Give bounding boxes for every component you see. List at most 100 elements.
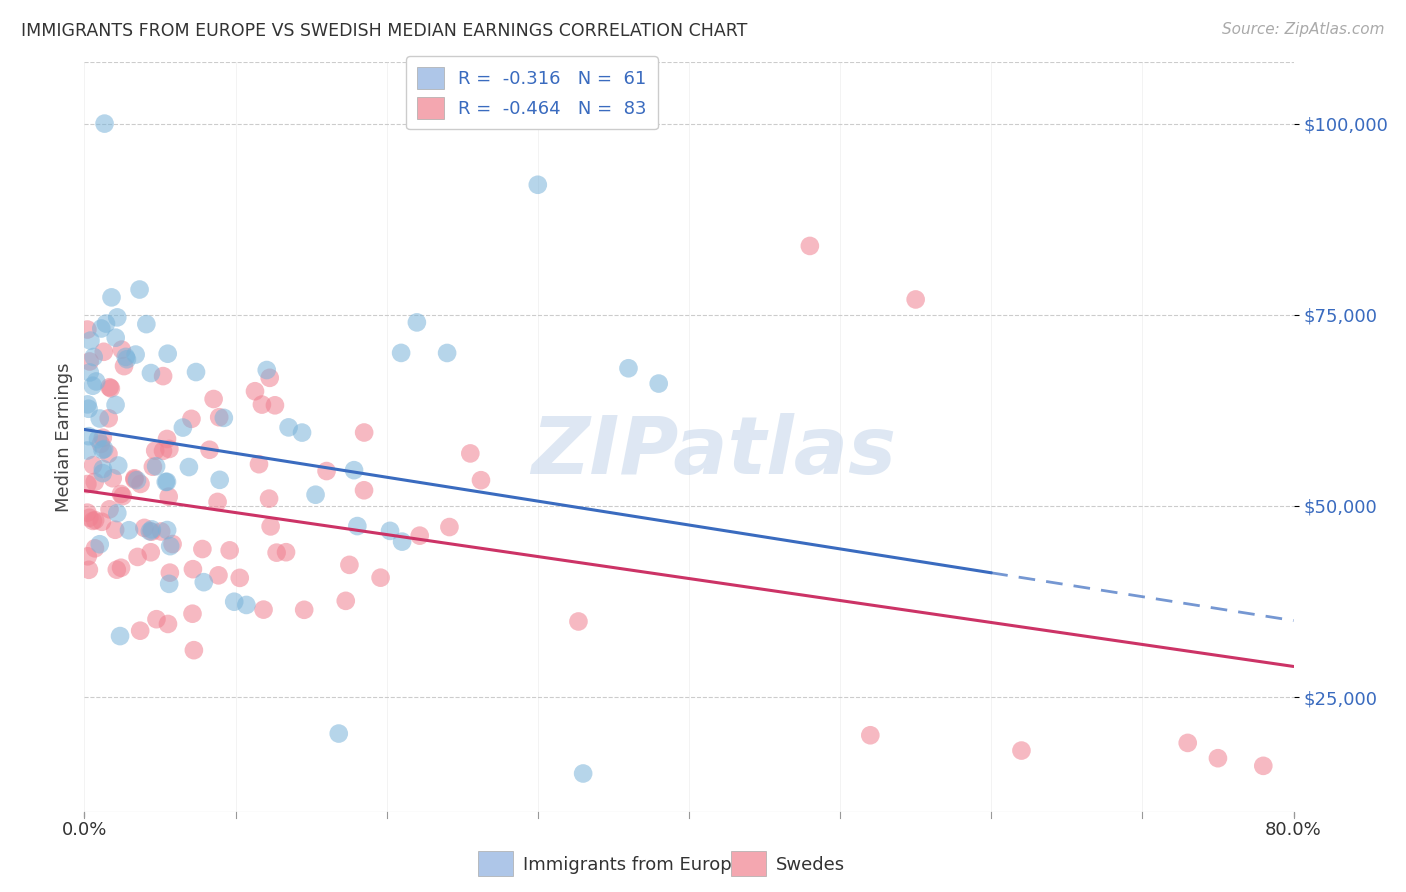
Point: [105, 506, 128, 520]
Point: [143, 443, 166, 458]
Point: [328, 726, 350, 740]
Point: [82, 458, 104, 472]
Point: [304, 488, 326, 502]
Point: [90, 437, 112, 451]
Point: [207, 568, 229, 582]
Point: [247, 457, 270, 471]
Point: [218, 543, 240, 558]
Point: [108, 629, 131, 643]
Point: [159, 539, 181, 553]
Point: [129, 477, 152, 491]
Point: [97, 447, 120, 461]
Point: [115, 352, 138, 367]
Point: [202, 392, 225, 406]
Point: [104, 331, 127, 345]
Point: [76, 477, 98, 491]
Point: [257, 491, 280, 506]
Point: [389, 346, 412, 360]
Point: [224, 595, 246, 609]
Point: [208, 473, 231, 487]
Point: [104, 523, 127, 537]
Point: [97, 411, 120, 425]
Point: [799, 239, 821, 253]
Point: [207, 495, 229, 509]
Point: [315, 464, 337, 478]
Text: ZIPatlas: ZIPatlas: [530, 413, 896, 491]
Point: [391, 534, 413, 549]
Point: [105, 563, 128, 577]
Point: [156, 347, 179, 361]
Point: [76, 397, 98, 411]
Point: [139, 545, 162, 559]
Point: [128, 283, 150, 297]
Point: [77, 429, 100, 443]
Point: [212, 410, 235, 425]
Point: [1011, 743, 1033, 757]
Point: [567, 615, 589, 629]
Point: [157, 442, 180, 456]
Point: [93, 117, 115, 131]
Point: [378, 524, 401, 538]
Point: [127, 549, 149, 564]
Point: [264, 398, 287, 412]
Point: [79, 334, 101, 348]
Point: [460, 446, 482, 460]
Point: [572, 766, 595, 780]
Point: [79, 510, 101, 524]
Point: [87, 432, 110, 446]
Point: [141, 522, 163, 536]
Point: [104, 398, 127, 412]
Point: [89, 411, 111, 425]
Point: [93, 344, 115, 359]
Point: [193, 575, 215, 590]
Point: [91, 431, 114, 445]
Point: [184, 365, 207, 379]
Point: [198, 442, 221, 457]
Point: [1206, 751, 1229, 765]
Point: [617, 361, 640, 376]
Point: [112, 359, 135, 373]
Point: [277, 420, 299, 434]
Point: [124, 347, 146, 361]
Point: [76, 549, 98, 564]
Point: [191, 542, 214, 557]
Point: [77, 563, 100, 577]
Point: [152, 369, 174, 384]
Point: [370, 571, 392, 585]
Point: [252, 602, 274, 616]
Point: [409, 529, 432, 543]
Point: [84, 541, 107, 556]
Point: [150, 524, 173, 539]
Point: [346, 519, 368, 533]
Point: [180, 412, 202, 426]
Point: [79, 354, 101, 368]
Point: [77, 401, 100, 416]
Point: [91, 442, 114, 457]
Point: [353, 425, 375, 440]
Point: [235, 598, 257, 612]
Point: [159, 566, 181, 580]
Point: [229, 571, 252, 585]
Point: [84, 513, 107, 527]
Point: [89, 537, 111, 551]
Point: [256, 363, 278, 377]
Point: [129, 624, 152, 638]
Point: [904, 293, 927, 307]
Point: [76, 506, 98, 520]
Point: [155, 475, 177, 489]
Point: [100, 381, 122, 395]
Point: [111, 343, 134, 357]
Point: [250, 398, 273, 412]
Point: [274, 545, 297, 559]
Point: [93, 442, 115, 456]
Text: IMMIGRANTS FROM EUROPE VS SWEDISH MEDIAN EARNINGS CORRELATION CHART: IMMIGRANTS FROM EUROPE VS SWEDISH MEDIAN…: [21, 22, 748, 40]
Point: [1253, 759, 1275, 773]
Point: [208, 410, 231, 425]
Point: [145, 459, 167, 474]
Point: [110, 487, 132, 501]
Point: [339, 558, 361, 572]
Text: Source: ZipAtlas.com: Source: ZipAtlas.com: [1222, 22, 1385, 37]
Y-axis label: Median Earnings: Median Earnings: [55, 362, 73, 512]
Point: [156, 475, 179, 489]
Point: [259, 519, 281, 533]
